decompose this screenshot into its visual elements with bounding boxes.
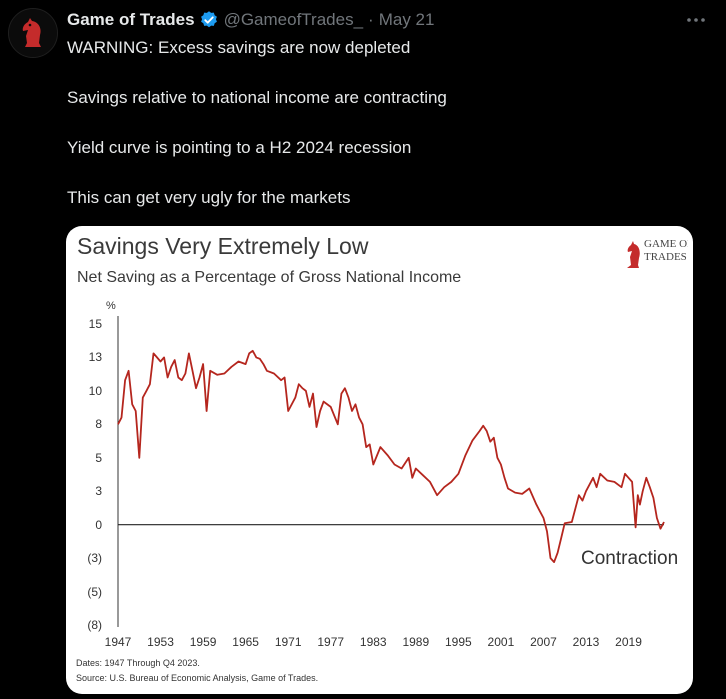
y-tick-label: (3)	[87, 551, 102, 566]
x-tick-label: 2001	[487, 635, 515, 649]
y-tick-label: 13	[88, 350, 102, 365]
x-tick-label: 1989	[402, 635, 430, 649]
y-tick-label: 3	[95, 484, 102, 499]
source-footnote: Source: U.S. Bureau of Economic Analysis…	[76, 673, 319, 683]
x-tick-label: 2019	[615, 635, 642, 649]
x-tick-label: 1977	[317, 635, 345, 649]
logo-text-bottom: TRADES	[644, 251, 687, 263]
x-tick-label: 1971	[274, 635, 302, 649]
verified-badge-icon	[199, 10, 219, 30]
y-tick-label: 8	[95, 417, 102, 432]
x-tick-label: 1983	[359, 635, 387, 649]
game-of-trades-logo: GAME OF TRADES	[622, 230, 688, 272]
tweet-line: Savings relative to national income are …	[67, 88, 447, 107]
chart-subtitle: Net Saving as a Percentage of Gross Nati…	[77, 269, 462, 286]
tweet-line: Yield curve is pointing to a H2 2024 rec…	[67, 138, 412, 157]
x-tick-label: 1965	[232, 635, 259, 649]
y-tick-label: 10	[88, 383, 102, 398]
y-tick-label: (5)	[87, 584, 102, 599]
y-tick-label: (8)	[87, 618, 102, 632]
tweet-text: WARNING: Excess savings are now depleted…	[67, 37, 707, 237]
x-tick-label: 1953	[147, 635, 174, 649]
y-axis-unit: %	[106, 300, 116, 312]
x-tick-label: 1947	[104, 635, 132, 649]
knight-chess-avatar-icon[interactable]	[8, 8, 58, 58]
chart-plot	[117, 316, 665, 627]
x-tick-label: 1995	[445, 635, 472, 649]
y-tick-label: 0	[95, 517, 102, 532]
y-tick-label: 5	[95, 450, 102, 465]
x-tick-label: 1959	[189, 635, 217, 649]
savings-series-line	[117, 349, 665, 564]
author-name[interactable]: Game of Trades	[67, 10, 195, 29]
chart-image[interactable]: Savings Very Extremely Low Net Saving as…	[66, 226, 693, 694]
chart-title: Savings Very Extremely Low	[77, 233, 369, 259]
x-tick-label: 2013	[572, 635, 600, 649]
tweet-date[interactable]: May 21	[378, 10, 435, 29]
tweet-header: Game of Trades @GameofTrades_ · May 21	[67, 8, 434, 32]
contraction-annotation: Contraction	[581, 548, 679, 569]
logo-text-top: GAME OF	[644, 238, 688, 250]
tweet-line: WARNING: Excess savings are now depleted	[67, 38, 411, 57]
separator-dot: ·	[368, 10, 374, 29]
author-handle[interactable]: @GameofTrades_	[223, 10, 364, 29]
more-options-icon[interactable]	[684, 10, 708, 30]
tweet-line: This can get very ugly for the markets	[67, 188, 351, 207]
y-tick-label: 15	[88, 317, 102, 331]
x-tick-label: 2007	[530, 635, 557, 649]
dates-footnote: Dates: 1947 Through Q4 2023.	[76, 658, 200, 668]
